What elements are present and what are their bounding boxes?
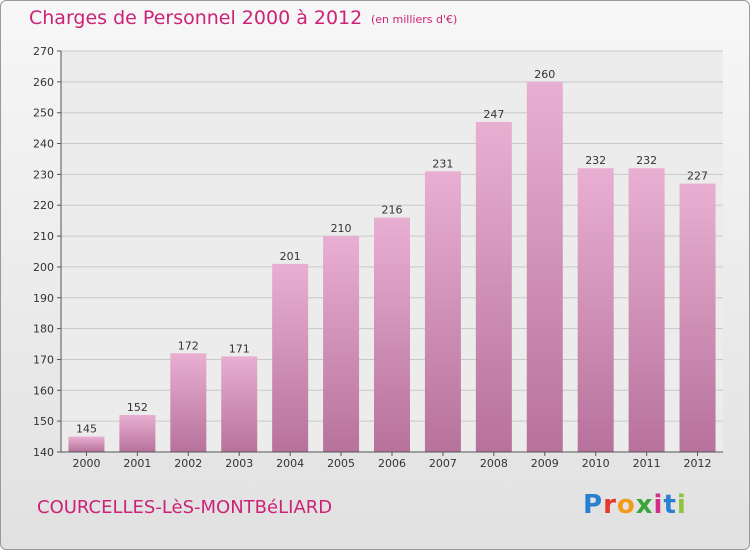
bar (679, 183, 716, 452)
y-tick-label: 260 (33, 76, 54, 89)
y-tick-label: 250 (33, 107, 54, 120)
bar (374, 217, 410, 452)
data-label: 171 (229, 342, 250, 355)
data-label: 152 (127, 401, 148, 414)
y-tick-label: 240 (33, 138, 54, 151)
x-tick-label: 2006 (378, 457, 406, 470)
logo-letter: i (653, 490, 664, 520)
logo-letter: i (676, 490, 687, 520)
logo-letter: r (603, 490, 617, 520)
axis-layer: 140 150 160 170 180 190 200 210 220 230 240 250 260 2… (33, 45, 723, 470)
bar (119, 414, 156, 452)
bar (628, 168, 665, 452)
data-label: 216 (382, 204, 403, 217)
bar (475, 121, 512, 452)
bar (424, 171, 461, 453)
chart-title: Charges de Personnel 2000 à 2012 (29, 7, 363, 29)
data-label: 145 (76, 423, 97, 436)
x-tick-label: 2004 (276, 457, 304, 470)
data-label: 232 (636, 154, 657, 167)
bar (577, 168, 614, 452)
data-label: 260 (534, 68, 555, 81)
bar (221, 356, 258, 452)
bar (68, 436, 105, 452)
x-tick-label: 2001 (123, 457, 151, 470)
data-label: 247 (483, 108, 504, 121)
logo-letter: t (663, 490, 677, 520)
y-tick-label: 220 (33, 199, 54, 212)
chart-subtitle: (en milliers d'€) (371, 13, 458, 26)
data-label: 210 (331, 222, 352, 235)
y-tick-label: 210 (33, 230, 54, 243)
bar (272, 263, 309, 452)
y-tick-label: 180 (33, 323, 54, 336)
logo-letter: o (616, 490, 636, 520)
data-label: 231 (432, 157, 453, 170)
x-tick-label: 2009 (531, 457, 559, 470)
data-label: 172 (178, 339, 199, 352)
data-label: 232 (585, 154, 606, 167)
logo-letter: x (635, 490, 654, 520)
data-label: 201 (280, 250, 301, 263)
y-tick-label: 190 (33, 292, 54, 305)
x-tick-label: 2011 (633, 457, 661, 470)
x-tick-label: 2002 (174, 457, 202, 470)
x-tick-label: 2003 (225, 457, 253, 470)
x-tick-label: 2010 (582, 457, 610, 470)
y-tick-label: 200 (33, 261, 54, 274)
x-tick-label: 2005 (327, 457, 355, 470)
y-tick-label: 140 (33, 446, 54, 459)
y-tick-label: 170 (33, 353, 54, 366)
logo-letter: P (583, 490, 604, 520)
commune-name: COURCELLES-LèS-MONTBéLIARD (37, 497, 333, 518)
x-tick-label: 2007 (429, 457, 457, 470)
y-tick-label: 230 (33, 168, 54, 181)
y-tick-label: 150 (33, 415, 54, 428)
data-label: 227 (687, 170, 708, 183)
proxiti-logo[interactable]: Proxiti (583, 490, 687, 520)
y-tick-label: 160 (33, 384, 54, 397)
bar (170, 353, 207, 452)
bar (323, 236, 360, 452)
x-tick-label: 2012 (684, 457, 712, 470)
bars-layer: 145 152 172 171 201 210 216 231 247 260 232 232 227 (68, 68, 716, 453)
y-tick-label: 270 (33, 45, 54, 58)
x-tick-label: 2000 (72, 457, 100, 470)
bar (526, 81, 563, 452)
x-tick-label: 2008 (480, 457, 508, 470)
